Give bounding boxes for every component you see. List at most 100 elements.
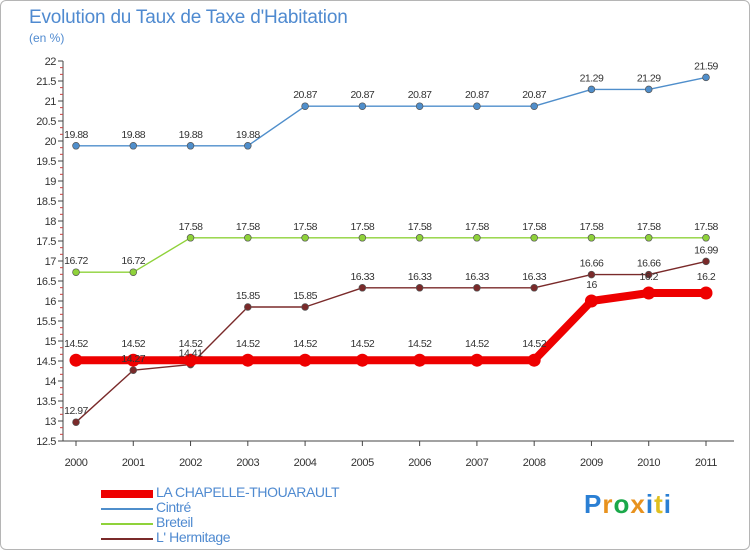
data-point — [241, 353, 255, 367]
data-point — [527, 353, 541, 367]
data-point — [587, 270, 596, 279]
y-tick-label: 18 — [45, 216, 57, 228]
legend-label: L' Hermitage — [156, 529, 231, 545]
data-label: 17.58 — [522, 221, 546, 233]
x-tick-label: 2006 — [408, 457, 431, 469]
legend: LA CHAPELLE-THOUARAULT Cintré Breteil L' He… — [101, 484, 421, 546]
data-label: 19.88 — [121, 129, 145, 141]
x-tick-label: 2005 — [351, 457, 374, 469]
data-point — [644, 234, 653, 242]
data-point — [702, 234, 710, 242]
y-tick-label: 20.5 — [36, 116, 56, 128]
data-point — [298, 353, 312, 367]
data-point — [702, 73, 710, 82]
series-0 — [69, 286, 713, 367]
legend-swatch — [101, 490, 153, 498]
x-tick-label: 2007 — [465, 457, 488, 469]
data-point — [415, 234, 424, 242]
data-point — [126, 353, 140, 367]
x-tick-label: 2009 — [580, 457, 603, 469]
series-line — [75, 237, 707, 273]
data-point — [186, 142, 195, 150]
logo-letter: i — [663, 489, 672, 519]
proxiti-logo: Proxiti — [584, 489, 672, 520]
data-label: 12.97 — [64, 405, 88, 417]
data-point — [355, 353, 369, 367]
data-label: 20.87 — [522, 89, 546, 101]
chart-title: Evolution du Taux de Taxe d'Habitation — [29, 7, 348, 28]
y-tick-label: 15 — [45, 336, 57, 348]
data-point — [473, 284, 481, 292]
legend-label: Cintré — [156, 499, 191, 515]
data-point — [244, 142, 252, 150]
data-label: 17.58 — [580, 221, 604, 233]
data-label: 17.58 — [350, 221, 374, 233]
data-point — [644, 85, 653, 94]
data-point — [473, 102, 481, 110]
data-label: 20.87 — [465, 89, 489, 101]
data-label: 14.52 — [236, 338, 260, 350]
y-tick-label: 22 — [45, 56, 57, 68]
y-tick-label: 19 — [45, 176, 57, 188]
data-point — [358, 102, 367, 110]
y-tick-label: 14 — [45, 376, 57, 388]
logo-letter: o — [613, 489, 631, 519]
data-label: 14.41 — [179, 348, 203, 360]
data-label: 16.33 — [350, 271, 374, 283]
y-tick-label: 15.5 — [36, 316, 56, 328]
data-label: 20.87 — [408, 89, 432, 101]
data-label: 14.52 — [121, 338, 145, 350]
legend-label: LA CHAPELLE-THOUARAULT — [156, 484, 340, 500]
data-label: 17.58 — [637, 221, 661, 233]
y-tick-label: 21.5 — [36, 76, 56, 88]
data-label: 17.58 — [465, 221, 489, 233]
chart-unit-label: (en %) — [29, 31, 65, 45]
x-tick-label: 2000 — [65, 457, 88, 469]
data-label: 14.52 — [350, 338, 374, 350]
data-point — [470, 353, 484, 367]
data-label: 21.59 — [694, 60, 718, 72]
data-label: 17.58 — [408, 221, 432, 233]
data-point — [244, 234, 252, 242]
logo-letter: r — [602, 489, 614, 519]
data-label: 16.66 — [580, 258, 604, 270]
data-point — [72, 418, 80, 426]
series-line — [75, 260, 707, 423]
legend-label: Breteil — [156, 514, 193, 530]
x-tick-label: 2001 — [122, 457, 145, 469]
data-point — [530, 234, 538, 242]
data-point — [358, 284, 367, 292]
legend-swatch — [101, 538, 153, 540]
data-label: 16.99 — [694, 244, 718, 256]
x-tick-label: 2004 — [294, 457, 317, 469]
data-point — [644, 270, 653, 279]
data-label: 20.87 — [350, 89, 374, 101]
legend-item: LA CHAPELLE-THOUARAULT — [101, 484, 421, 501]
legend-item: L' Hermitage — [101, 529, 421, 546]
data-point — [473, 234, 481, 242]
data-point — [69, 353, 83, 367]
data-label: 15.85 — [293, 290, 317, 302]
y-tick-label: 16 — [45, 296, 57, 308]
series-2 — [72, 234, 710, 276]
series-1 — [72, 73, 710, 150]
data-label: 19.88 — [64, 129, 88, 141]
x-tick-label: 2010 — [637, 457, 660, 469]
logo-letter: x — [630, 489, 646, 519]
series-3 — [72, 257, 710, 426]
data-label: 14.52 — [465, 338, 489, 350]
data-label: 17.58 — [179, 221, 203, 233]
series-line — [72, 289, 710, 365]
data-label: 21.29 — [580, 72, 604, 84]
data-point — [301, 102, 309, 110]
data-point — [184, 353, 198, 367]
logo-letter: i — [645, 489, 655, 519]
data-point — [72, 268, 80, 276]
data-label: 17.58 — [694, 221, 718, 233]
legend-item: Breteil — [101, 514, 421, 531]
data-label: 19.88 — [179, 129, 203, 141]
data-label: 20.87 — [293, 89, 317, 101]
y-tick-label: 21 — [45, 96, 57, 108]
y-tick-label: 13 — [45, 416, 57, 428]
data-point — [129, 366, 138, 374]
